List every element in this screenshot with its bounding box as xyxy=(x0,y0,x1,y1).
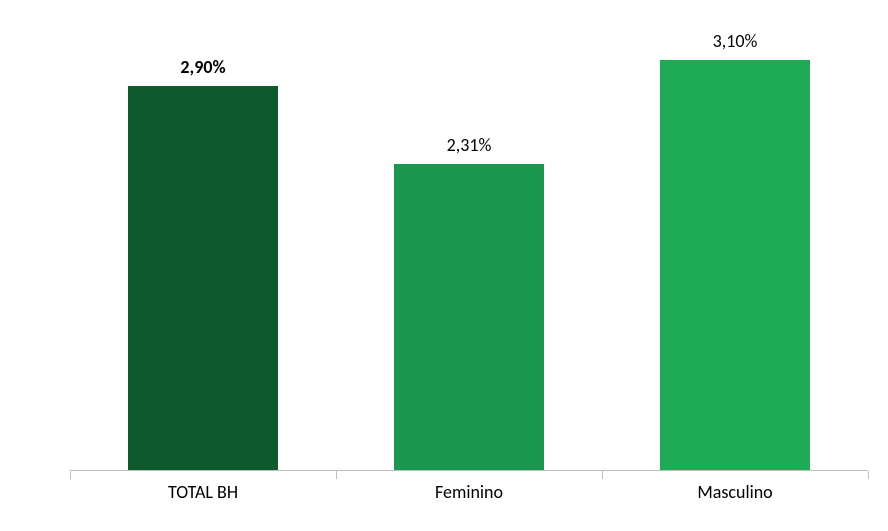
x-axis-label: Feminino xyxy=(336,481,602,511)
category-separators xyxy=(70,471,868,479)
bar-value-label: 2,31% xyxy=(447,134,492,156)
plot-area: 2,90% 2,31% 3,10% xyxy=(70,20,868,471)
bar-feminino: 2,31% xyxy=(394,164,544,470)
x-axis: TOTAL BH Feminino Masculino xyxy=(70,481,868,511)
bar-value-label: 3,10% xyxy=(713,30,758,52)
x-axis-label: TOTAL BH xyxy=(70,481,336,511)
bar-slot: 3,10% xyxy=(602,20,868,470)
bars-container: 2,90% 2,31% 3,10% xyxy=(70,20,868,470)
bar-value-label: 2,90% xyxy=(180,56,225,78)
tick xyxy=(70,471,71,479)
bar-slot: 2,31% xyxy=(336,20,602,470)
bar-slot: 2,90% xyxy=(70,20,336,470)
x-axis-label: Masculino xyxy=(602,481,868,511)
bar-masculino: 3,10% xyxy=(660,60,810,470)
bar-chart: 2,90% 2,31% 3,10% TOTAL BH Feminino Masc… xyxy=(0,0,888,531)
tick xyxy=(336,471,337,479)
tick xyxy=(602,471,603,479)
tick xyxy=(868,471,869,479)
bar-total-bh: 2,90% xyxy=(128,86,278,470)
